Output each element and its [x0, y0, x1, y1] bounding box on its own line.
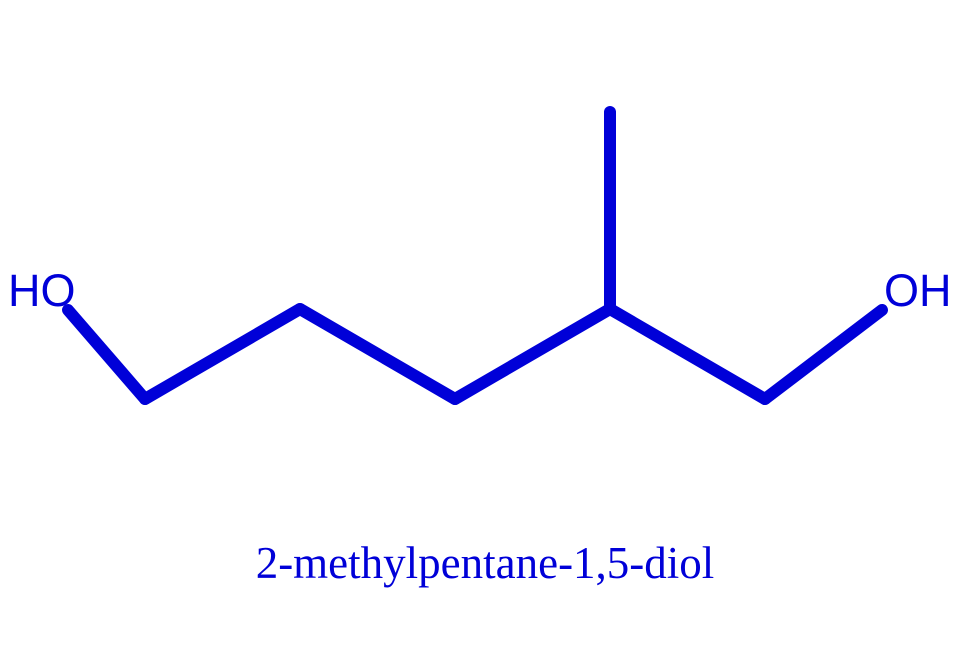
- bond-line: [455, 309, 610, 399]
- bond-line: [610, 309, 765, 399]
- compound-name: 2-methylpentane-1,5-diol: [0, 537, 970, 589]
- hydroxyl-label-left: HO: [8, 265, 76, 317]
- bond-group: [68, 112, 882, 399]
- bond-line: [145, 309, 300, 399]
- bond-line: [765, 310, 882, 399]
- bond-line: [300, 309, 455, 399]
- chemical-diagram-canvas: HO OH 2-methylpentane-1,5-diol: [0, 0, 970, 655]
- bond-line: [68, 310, 145, 399]
- hydroxyl-label-right: OH: [884, 265, 952, 317]
